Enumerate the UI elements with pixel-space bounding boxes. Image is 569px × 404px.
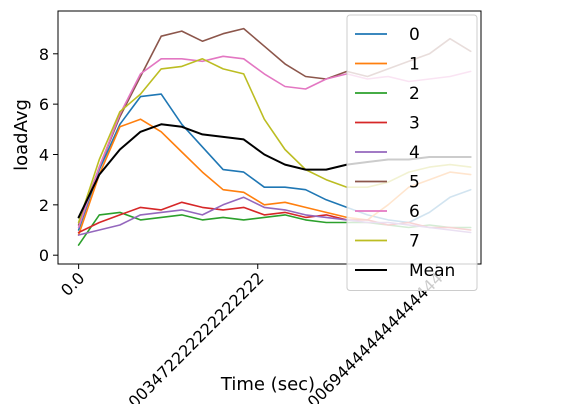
legend-box xyxy=(346,14,478,291)
y-tick-label: 8 xyxy=(39,45,49,64)
legend-label: 4 xyxy=(409,143,420,163)
axes-frame xyxy=(57,10,482,265)
legend-label: 7 xyxy=(409,232,420,252)
y-axis: 0 2 4 6 8 xyxy=(39,45,58,265)
legend: 0 1 2 3 4 5 6 7 Mean xyxy=(346,14,478,291)
legend-label: 5 xyxy=(409,173,420,193)
y-tick-label: 6 xyxy=(39,95,49,114)
x-axis-label: Time (sec) xyxy=(220,374,315,395)
legend-label: 2 xyxy=(409,84,420,104)
y-tick-label: 0 xyxy=(39,246,49,265)
y-tick-label: 2 xyxy=(39,196,49,215)
legend-label: 1 xyxy=(409,55,420,75)
legend-label: Mean xyxy=(409,261,455,281)
legend-label: 0 xyxy=(409,25,420,45)
x-tick-label: 0.0 xyxy=(57,268,88,299)
y-axis-label: loadAvg xyxy=(11,99,32,171)
legend-label: 3 xyxy=(409,114,420,134)
legend-label: 6 xyxy=(409,202,420,222)
y-tick-label: 4 xyxy=(39,145,49,164)
